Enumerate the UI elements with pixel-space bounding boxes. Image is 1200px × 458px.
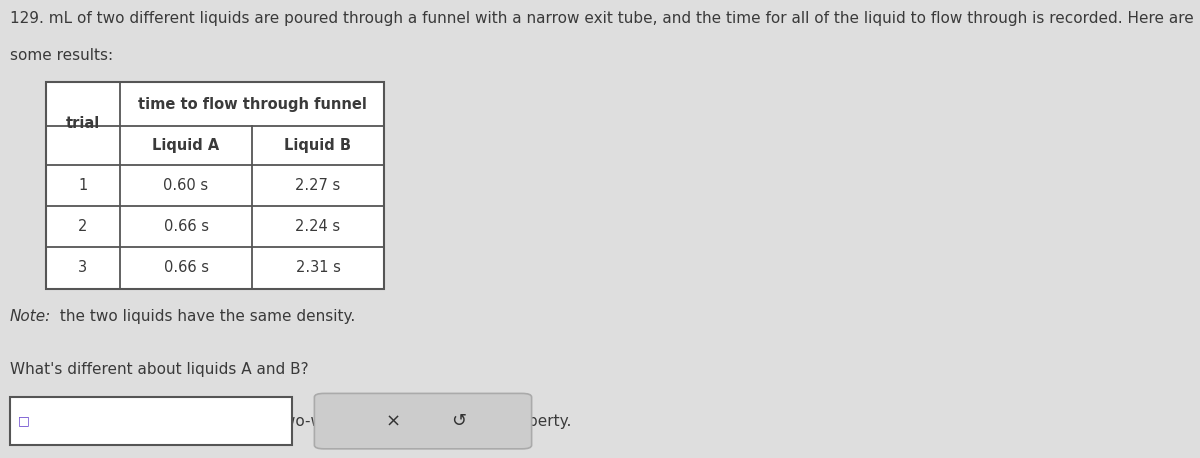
Text: 0.60 s: 0.60 s — [163, 178, 209, 193]
Text: 0.66 s: 0.66 s — [163, 261, 209, 275]
Text: Your answer should be the one- or two-word name of a physical property.: Your answer should be the one- or two-wo… — [10, 414, 571, 430]
Text: 2.24 s: 2.24 s — [295, 219, 341, 234]
Text: some results:: some results: — [10, 48, 113, 63]
Text: ↺: ↺ — [451, 412, 467, 430]
Text: Note:: Note: — [10, 309, 50, 324]
Text: What's different about liquids A and B?: What's different about liquids A and B? — [10, 362, 308, 377]
Text: 3: 3 — [78, 261, 88, 275]
Text: □: □ — [18, 414, 30, 428]
Text: 0.66 s: 0.66 s — [163, 219, 209, 234]
Text: trial: trial — [66, 116, 100, 131]
Text: 2.31 s: 2.31 s — [295, 261, 341, 275]
Text: Liquid B: Liquid B — [284, 138, 352, 153]
Text: 1: 1 — [78, 178, 88, 193]
Text: 2: 2 — [78, 219, 88, 234]
Text: the two liquids have the same density.: the two liquids have the same density. — [55, 309, 355, 324]
FancyBboxPatch shape — [314, 393, 532, 449]
Text: 129. mL of two different liquids are poured through a funnel with a narrow exit : 129. mL of two different liquids are pou… — [10, 11, 1193, 27]
Text: Liquid A: Liquid A — [152, 138, 220, 153]
Text: 2.27 s: 2.27 s — [295, 178, 341, 193]
Text: time to flow through funnel: time to flow through funnel — [138, 97, 366, 112]
Text: ×: × — [385, 412, 401, 430]
